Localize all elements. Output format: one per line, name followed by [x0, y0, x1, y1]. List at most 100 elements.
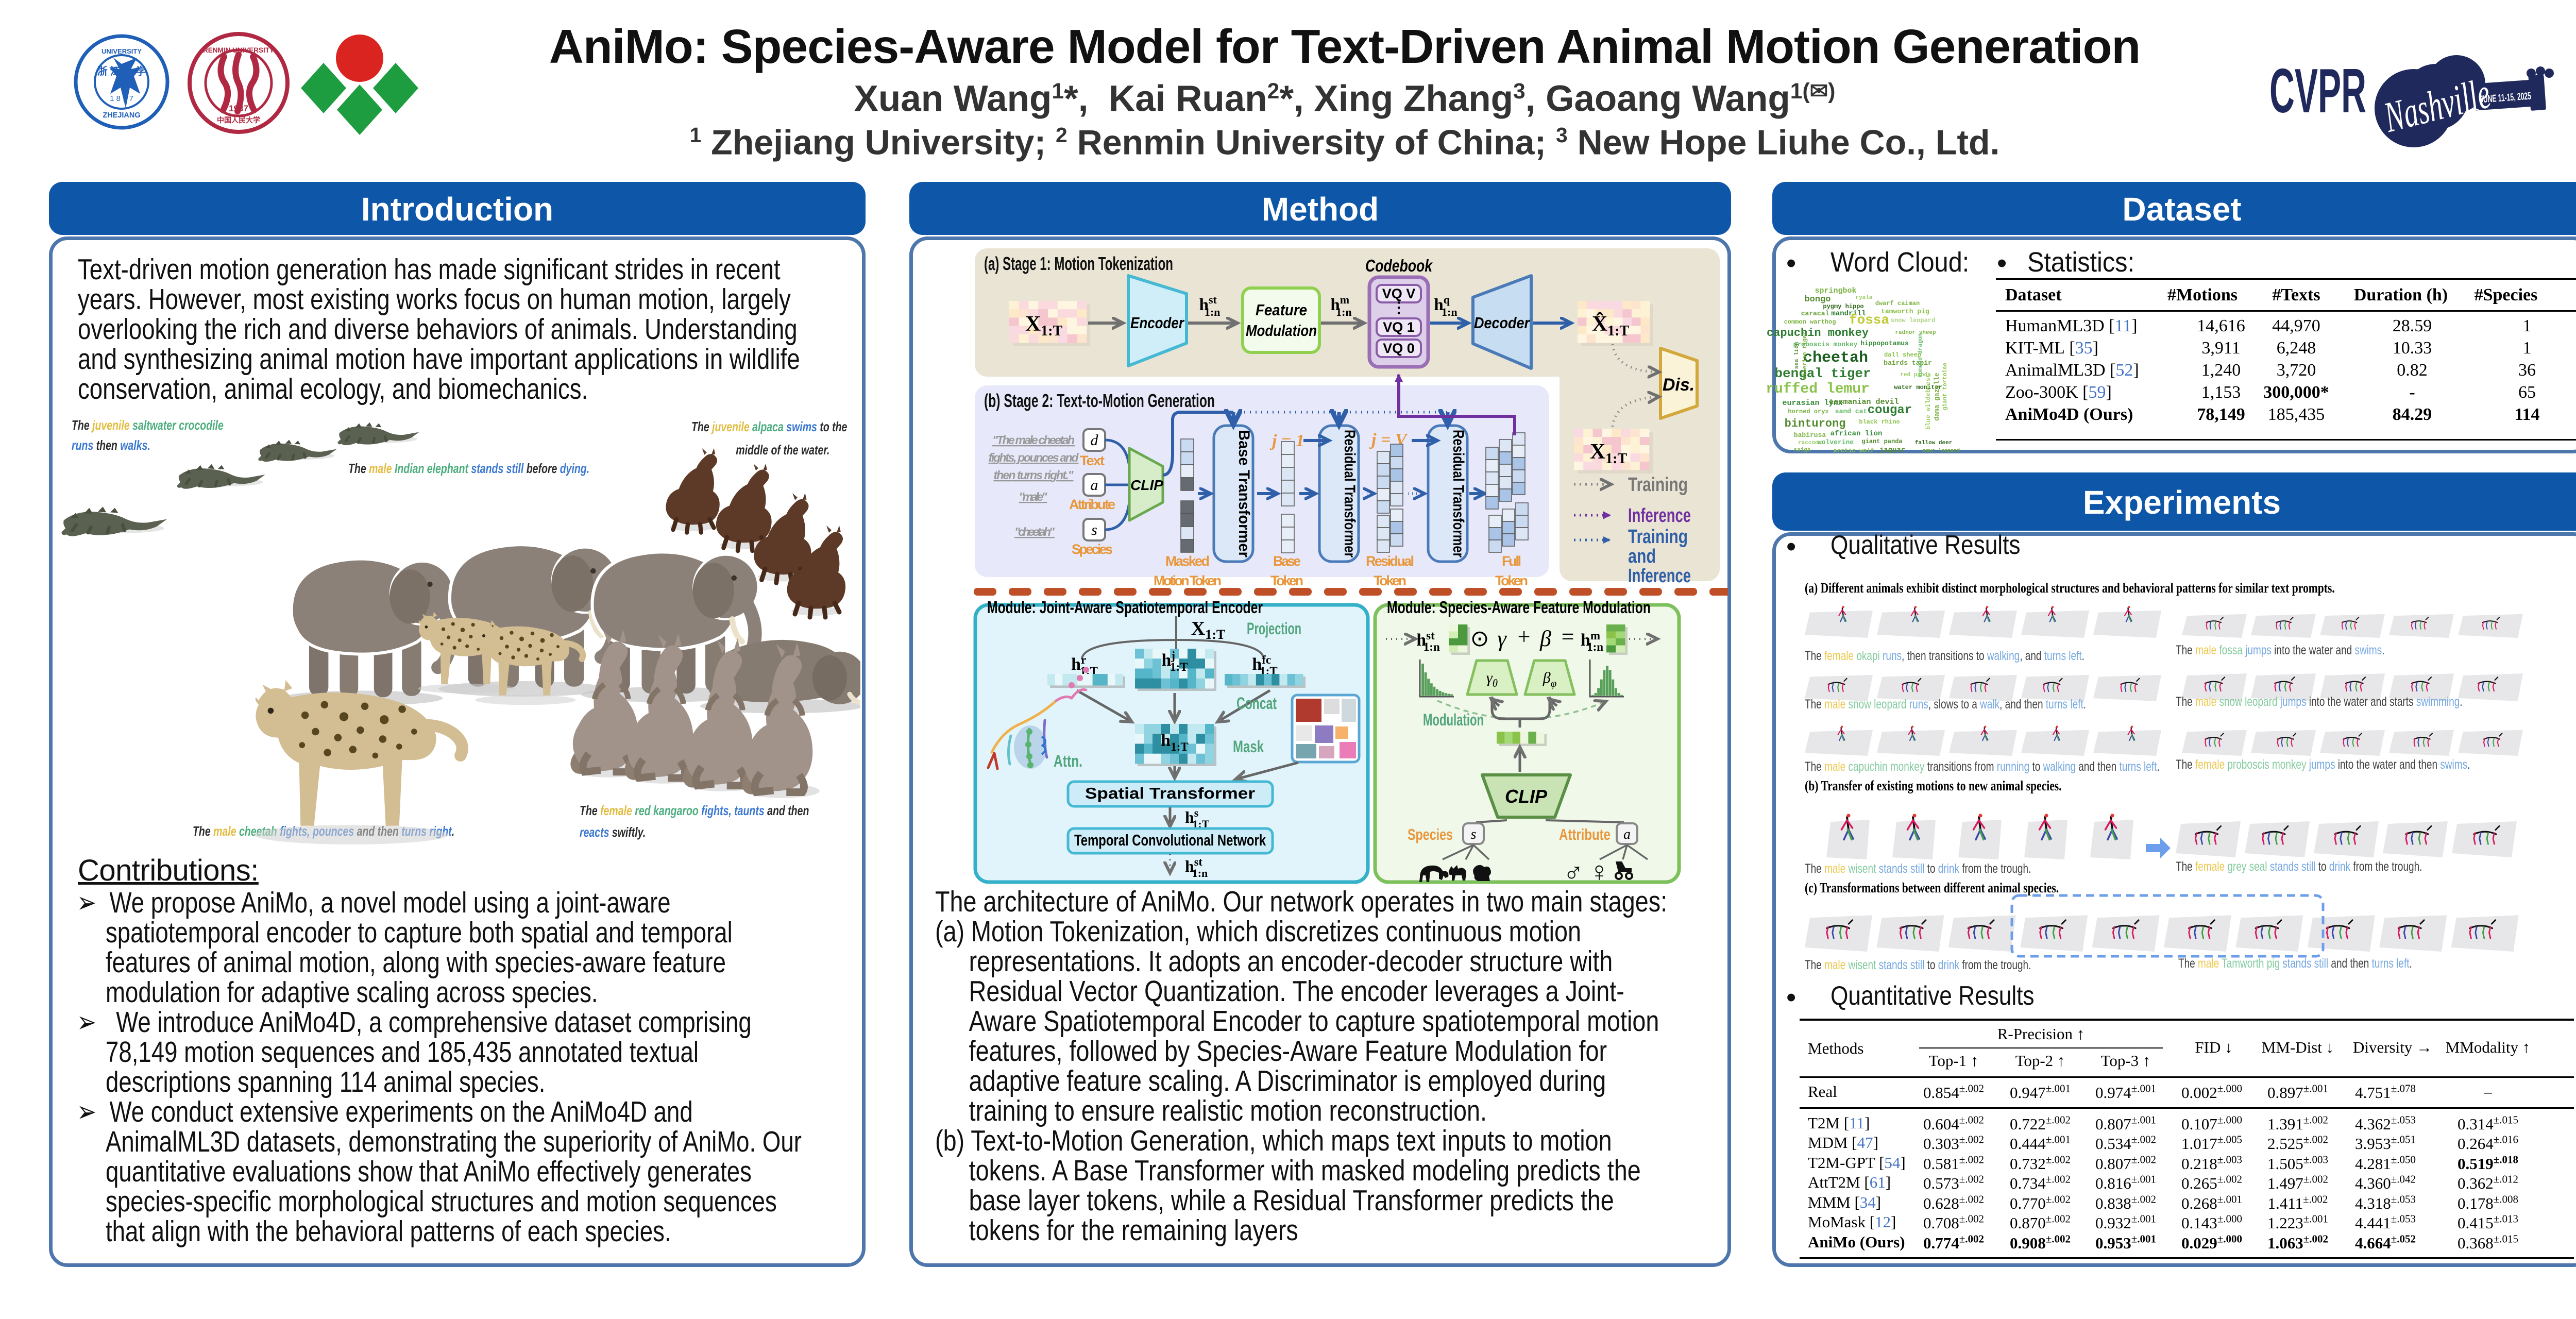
svg-text:VQ 1: VQ 1 [1383, 319, 1415, 335]
svg-text:hm1:n: hm 1:n [1581, 629, 1603, 653]
svg-text:dall sheep: dall sheep [1884, 351, 1921, 359]
svg-text:then turns right.": then turns right." [994, 468, 1074, 482]
svg-text:Decoder: Decoder [1474, 314, 1531, 332]
svg-text:wolverine: wolverine [1818, 438, 1854, 446]
svg-text:Species: Species [1072, 542, 1113, 557]
svg-text:CLIP: CLIP [1130, 477, 1163, 493]
svg-text:sea lion: sea lion [1794, 342, 1800, 369]
svg-text:Dis.: Dis. [1663, 375, 1694, 395]
svg-text:Temporal Convolutional Network: Temporal Convolutional Network [1074, 831, 1266, 849]
svg-text:Masked: Masked [1165, 553, 1210, 569]
svg-text:Attribute: Attribute [1069, 497, 1115, 512]
svg-text:中国人民大学: 中国人民大学 [217, 116, 260, 125]
svg-text:γ: γ [1497, 626, 1507, 651]
svg-text:Training: Training [1628, 474, 1688, 496]
svg-text:浙 江 大 学: 浙 江 大 学 [97, 65, 146, 77]
svg-text:jaguar: jaguar [1879, 446, 1905, 454]
svg-text:Motion Token: Motion Token [1154, 573, 1222, 588]
svg-text:amur leopard: amur leopard [1923, 448, 1960, 454]
svg-text:=: = [1562, 624, 1574, 649]
svg-text:black rhino: black rhino [1859, 418, 1900, 426]
svg-text:giant tortoise: giant tortoise [1942, 362, 1948, 410]
svg-text:fallow deer: fallow deer [1915, 440, 1953, 446]
svg-text:blue wildebeest: blue wildebeest [1925, 374, 1932, 430]
svg-text:african lion: african lion [1831, 430, 1883, 438]
svg-text:mandrill: mandrill [1831, 310, 1866, 318]
svg-text:VQ V: VQ V [1382, 286, 1416, 301]
svg-text:a: a [1091, 477, 1098, 494]
svg-text:cheetah: cheetah [1803, 349, 1868, 367]
svg-text:Feature: Feature [1256, 301, 1307, 319]
svg-text:dama gazelle: dama gazelle [1933, 373, 1941, 421]
svg-text:radnor sheep: radnor sheep [1895, 330, 1936, 336]
svg-text:♂: ♂ [1563, 856, 1584, 887]
svg-text:Inference: Inference [1628, 565, 1691, 587]
svg-text:d: d [1091, 432, 1099, 449]
svg-text:Encoder: Encoder [1130, 314, 1185, 332]
svg-text:tasmanian devil: tasmanian devil [1829, 398, 1899, 407]
svg-text:♀: ♀ [1589, 856, 1610, 887]
svg-text:bongo: bongo [1804, 295, 1831, 305]
svg-text:⊙: ⊙ [1470, 626, 1489, 651]
svg-text:Token: Token [1374, 573, 1406, 588]
svg-text:Base Transformer: Base Transformer [1235, 430, 1252, 557]
svg-text:a: a [1623, 826, 1631, 842]
svg-text:Inference: Inference [1628, 505, 1691, 527]
svg-text:fights, pounces and: fights, pounces and [989, 451, 1079, 464]
svg-text:saiga: saiga [1793, 447, 1810, 453]
svg-text:caracal: caracal [1801, 310, 1829, 317]
svg-text:Codebook: Codebook [1365, 256, 1433, 275]
svg-text:dwarf caiman: dwarf caiman [1875, 300, 1920, 307]
svg-text:1 8 9 7: 1 8 9 7 [110, 94, 133, 103]
svg-text:s: s [1471, 826, 1477, 842]
svg-text:Residual Transformer: Residual Transformer [1450, 430, 1467, 557]
svg-text:fossa: fossa [1849, 312, 1889, 328]
svg-text:capuchin monkey: capuchin monkey [1767, 327, 1869, 340]
svg-text:bairds tapir: bairds tapir [1884, 359, 1932, 367]
svg-text:hippopotamus: hippopotamus [1860, 340, 1909, 347]
svg-text:Base: Base [1273, 553, 1301, 569]
svg-text:Residual Transformer: Residual Transformer [1341, 430, 1358, 557]
svg-text:VQ 0: VQ 0 [1383, 341, 1415, 356]
svg-text:UNIVERSITY: UNIVERSITY [101, 47, 142, 55]
svg-text:Projection: Projection [1247, 619, 1301, 638]
svg-text:(a) Stage 1: Motion Tokenizati: (a) Stage 1: Motion Tokenization [984, 253, 1173, 274]
svg-text:bengal tiger: bengal tiger [1774, 366, 1871, 381]
svg-text:eurasian lynx: eurasian lynx [1782, 399, 1842, 408]
svg-text:tamworth pig: tamworth pig [1881, 308, 1929, 315]
svg-text:+: + [1518, 624, 1531, 649]
svg-text:sand cat: sand cat [1835, 408, 1867, 415]
svg-text:hm1:n: hm 1:n [1330, 293, 1351, 318]
svg-text:Mask: Mask [1233, 737, 1264, 756]
svg-text:Spatial Transformer: Spatial Transformer [1085, 784, 1255, 802]
svg-text:Token: Token [1270, 573, 1303, 588]
svg-text:Attribute: Attribute [1559, 825, 1611, 843]
svg-text:raccoon: raccoon [1798, 440, 1822, 446]
svg-text:komodo dragon: komodo dragon [1918, 333, 1924, 378]
svg-text:CVPR: CVPR [2269, 56, 2366, 126]
svg-text:"The male cheetah: "The male cheetah [992, 433, 1075, 447]
svg-text:ryala: ryala [1855, 295, 1872, 301]
svg-text:β: β [1539, 626, 1551, 651]
svg-text:snow leopard: snow leopard [1891, 317, 1935, 324]
svg-text:binturong: binturong [1785, 417, 1846, 430]
svg-text:springbok: springbok [1815, 286, 1856, 295]
svg-text:Module: Joint-Aware Spatiotemp: Module: Joint-Aware Spatiotemporal Encod… [987, 598, 1263, 617]
svg-text:proboscis monkey: proboscis monkey [1793, 341, 1858, 348]
svg-text:Token: Token [1495, 573, 1528, 588]
svg-text:RENMIN UNIVERSITY: RENMIN UNIVERSITY [203, 46, 274, 54]
svg-text:(b) Stage 2: Text-to-Motion Ge: (b) Stage 2: Text-to-Motion Generation [984, 390, 1215, 411]
svg-text:"male": "male" [1019, 490, 1048, 503]
svg-text:hr1:T: hr 1:T [1071, 653, 1098, 678]
svg-text:pygmy hippo: pygmy hippo [1823, 303, 1863, 310]
svg-text:babirusa: babirusa [1794, 431, 1826, 439]
svg-text:ruffed lemur: ruffed lemur [1766, 381, 1870, 397]
svg-text:Species: Species [1408, 825, 1453, 843]
svg-text:Full: Full [1502, 553, 1521, 569]
svg-text:Modulation: Modulation [1246, 322, 1317, 340]
svg-text:siberian tiger: siberian tiger [1802, 332, 1808, 379]
svg-text:Concat: Concat [1236, 694, 1277, 713]
svg-text:s: s [1091, 521, 1097, 538]
svg-text:arctic wolf: arctic wolf [1833, 447, 1874, 454]
svg-text:and: and [1628, 546, 1656, 567]
